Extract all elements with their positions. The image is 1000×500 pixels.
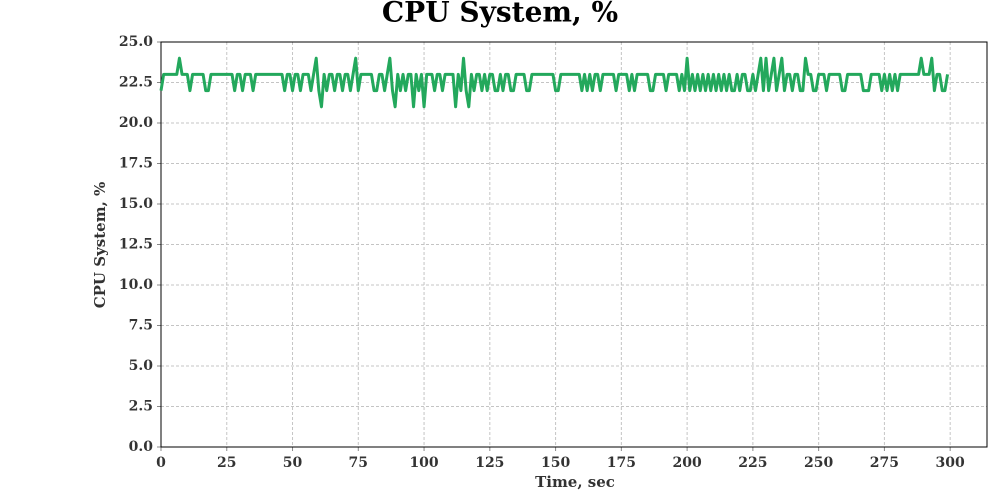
y-tick-label: 0.0 [129,439,154,455]
x-tick-label: 150 [541,455,570,471]
data-line [159,56,950,109]
y-tick-label: 15.0 [119,196,153,212]
y-axis-label: CPU System, % [91,182,109,309]
x-tick-label: 100 [409,455,438,471]
plot-frame [160,41,988,448]
x-tick-label: 75 [349,455,368,471]
x-axis-label: Time, sec [535,473,615,491]
x-tick-label: 300 [936,455,965,471]
y-tick-label: 22.5 [119,75,153,91]
x-tick-label: 125 [475,455,504,471]
y-tick-label: 17.5 [119,156,153,172]
y-tick-label: 25.0 [119,34,153,50]
x-tick-label: 0 [156,455,166,471]
chart-title: CPU System, % [382,0,618,29]
y-tick-label: 2.5 [129,399,153,415]
x-tick-label: 275 [870,455,899,471]
y-tick-label: 7.5 [129,318,153,334]
x-tick-label: 225 [738,455,767,471]
x-tick-label: 50 [283,455,303,471]
x-tick-label: 200 [672,455,701,471]
y-tick-label: 10.0 [119,277,153,293]
x-tick-label: 25 [217,455,236,471]
x-tick-label: 175 [607,455,636,471]
y-tick-label: 5.0 [129,358,154,374]
y-tick-label: 20.0 [119,115,153,131]
x-tick-label: 250 [804,455,833,471]
y-tick-label: 12.5 [119,237,153,253]
